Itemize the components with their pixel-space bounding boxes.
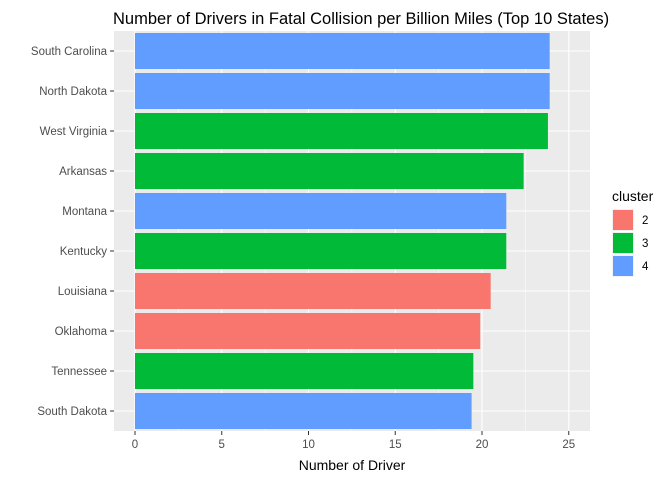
y-tick-label: West Virginia [40, 126, 108, 138]
y-tick-label: Tennessee [51, 366, 107, 378]
y-tick-label: North Dakota [39, 86, 107, 98]
legend: cluster 2 3 4 [612, 188, 654, 277]
chart-title: Number of Drivers in Fatal Collision per… [113, 10, 609, 28]
x-axis-title: Number of Driver [299, 457, 406, 473]
y-tick-label: Montana [62, 206, 107, 218]
x-tick-label: 20 [476, 439, 489, 451]
legend-label: 2 [642, 215, 648, 227]
legend-label: 4 [642, 261, 649, 273]
y-tick-label: Louisiana [58, 286, 108, 298]
legend-title: cluster [612, 188, 654, 204]
bar [135, 73, 550, 109]
legend-swatch [613, 256, 633, 276]
x-axis: 0 5 10 15 20 25 [132, 431, 575, 451]
legend-label: 3 [642, 238, 648, 250]
legend-swatch [613, 210, 633, 230]
x-tick-label: 15 [389, 439, 402, 451]
x-tick-label: 25 [562, 439, 575, 451]
bar [135, 153, 524, 189]
x-tick-label: 5 [219, 439, 225, 451]
y-axis: South Carolina North Dakota West Virginia A… [31, 46, 114, 418]
y-tick-label: Oklahoma [55, 326, 108, 338]
y-tick-label: South Carolina [31, 46, 108, 58]
bar [135, 313, 481, 349]
bar [135, 113, 548, 149]
x-tick-label: 0 [132, 439, 138, 451]
bars [135, 33, 550, 429]
y-tick-label: Arkansas [59, 166, 107, 178]
bar [135, 33, 550, 69]
legend-swatch [613, 233, 633, 253]
bar [135, 353, 474, 389]
y-tick-label: South Dakota [37, 406, 107, 418]
y-tick-label: Kentucky [60, 246, 108, 258]
bar [135, 193, 507, 229]
bar [135, 233, 507, 269]
bar [135, 273, 491, 309]
x-tick-label: 10 [302, 439, 315, 451]
bar [135, 393, 472, 429]
